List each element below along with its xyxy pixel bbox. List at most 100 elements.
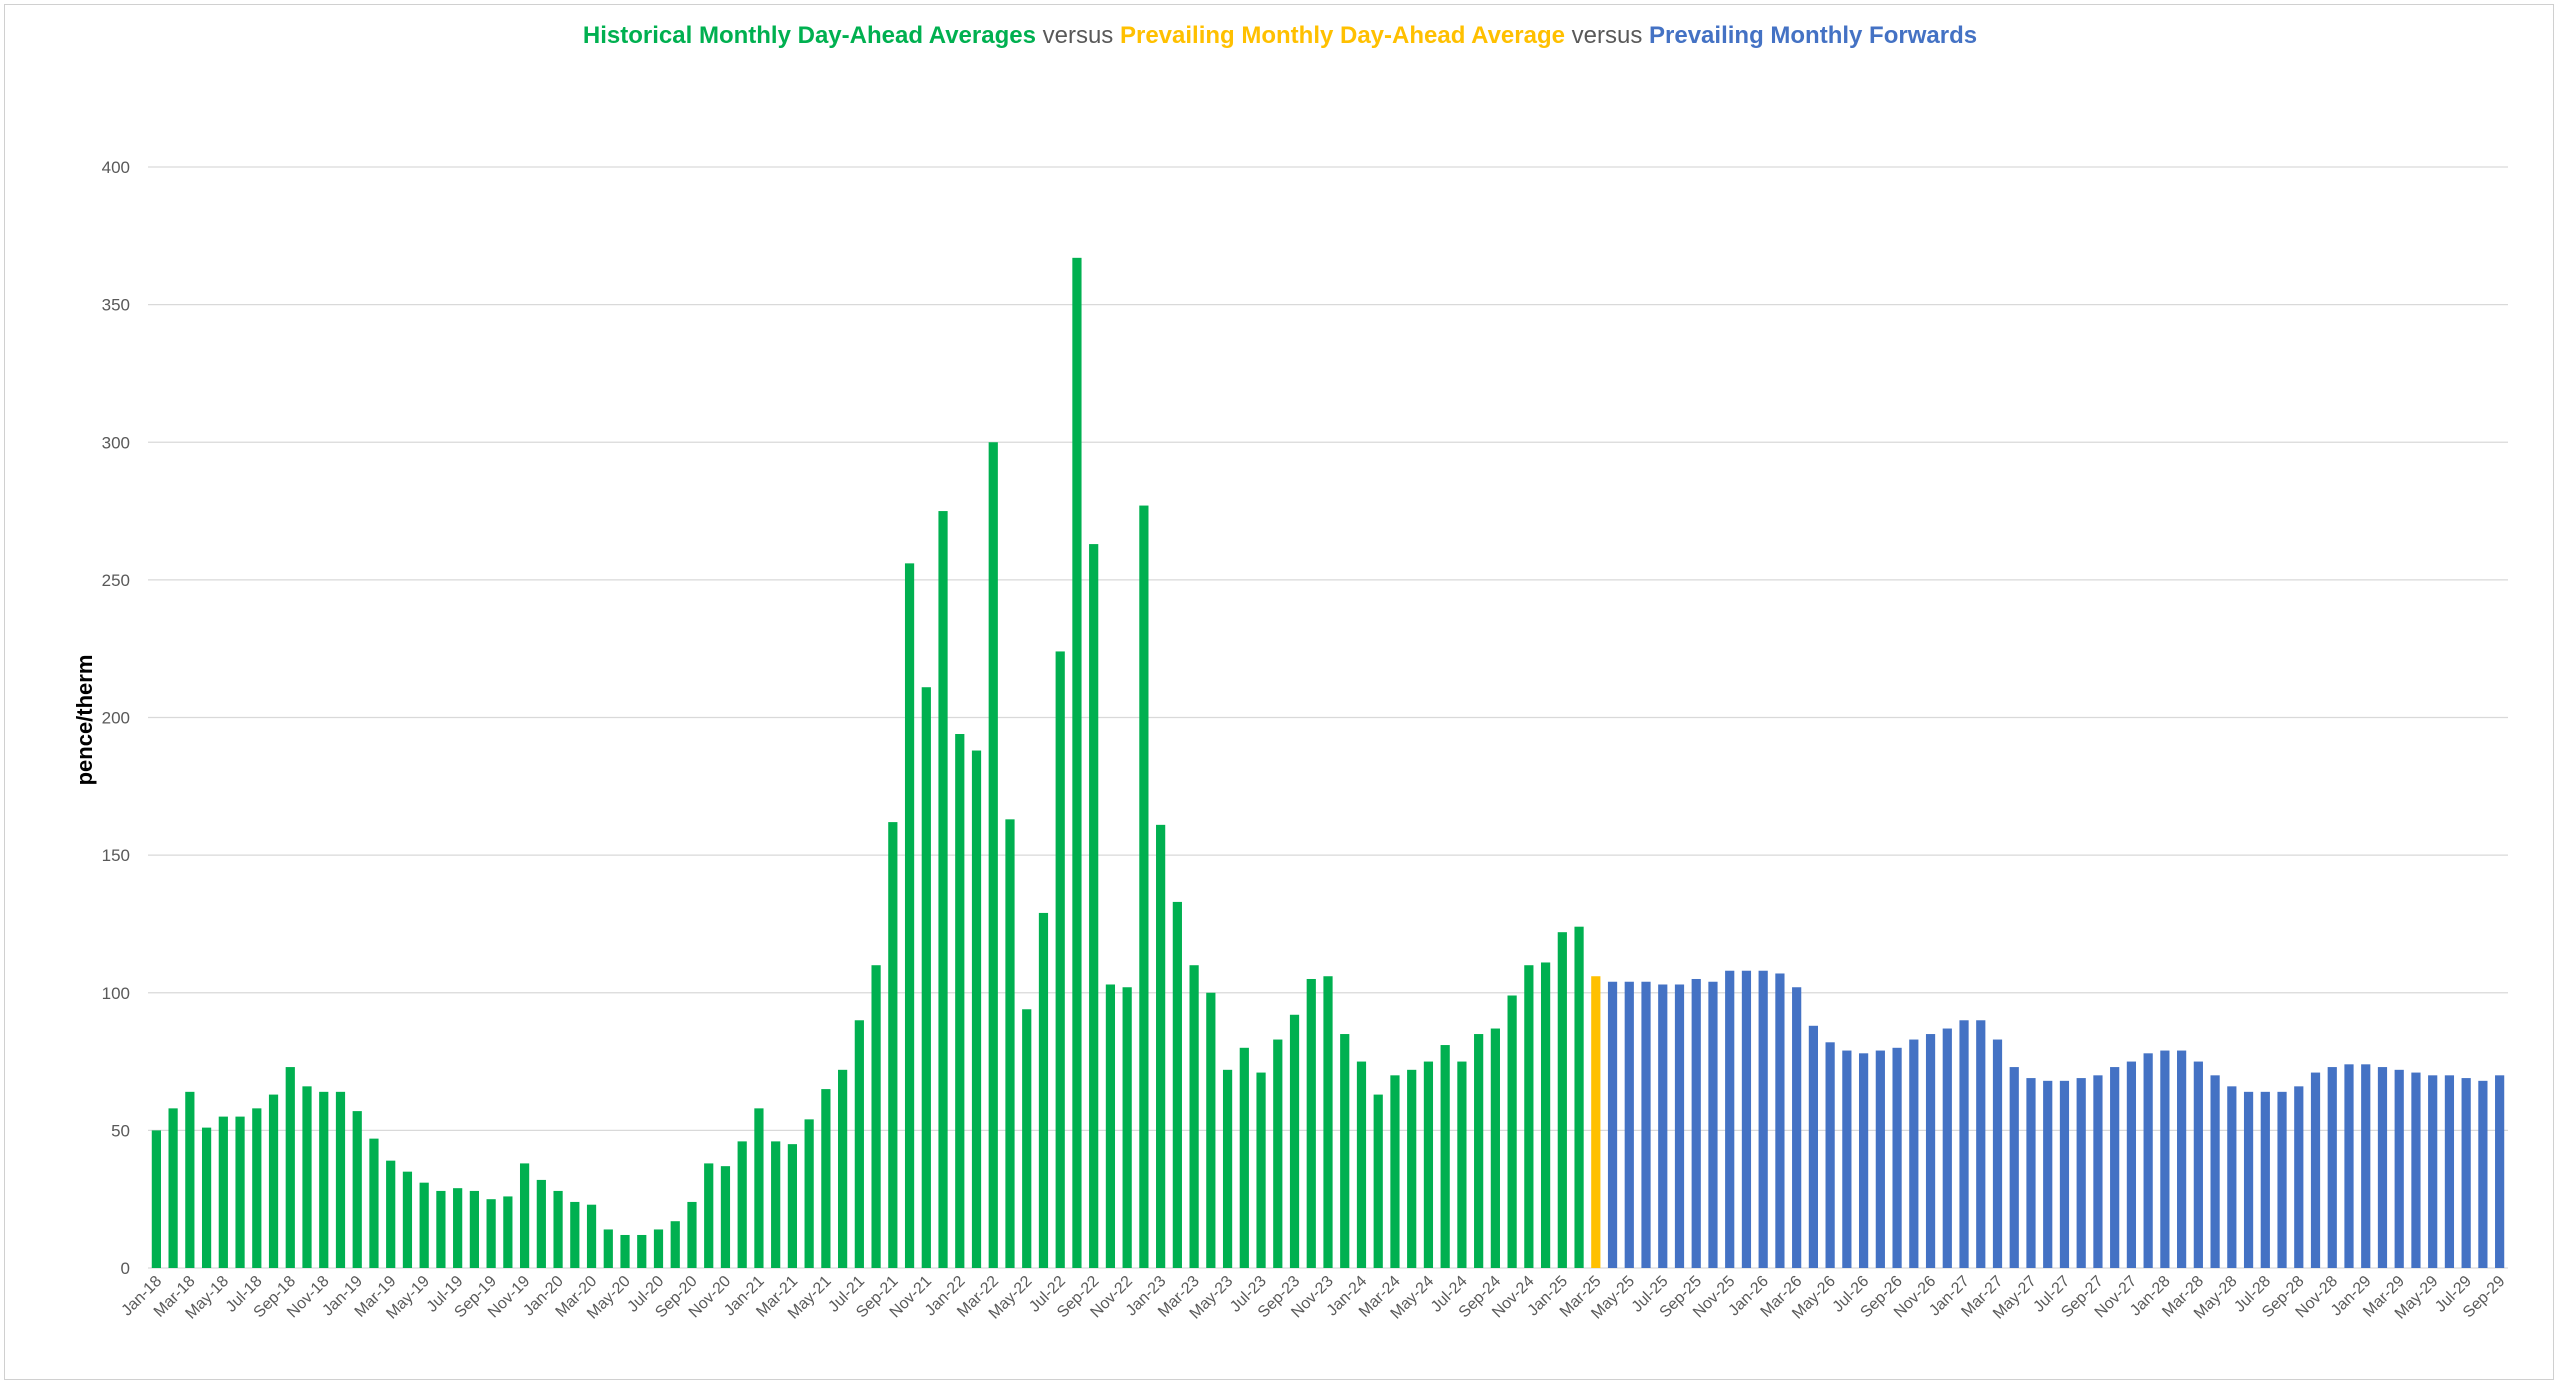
bar-forward <box>2394 1069 2404 1268</box>
y-tick-label: 350 <box>102 296 130 315</box>
y-tick-label: 400 <box>102 158 130 177</box>
bar-forward <box>1792 987 1802 1268</box>
bar-forward <box>2143 1053 2153 1268</box>
bar-forward <box>1658 984 1668 1268</box>
bar-historical <box>1323 976 1333 1268</box>
bar-forward <box>1641 981 1651 1268</box>
bar-forward <box>2411 1072 2421 1268</box>
bar-historical <box>419 1182 429 1268</box>
bar-forward <box>1992 1039 2003 1268</box>
bar-forward <box>2344 1064 2354 1268</box>
bar-historical <box>201 1127 212 1268</box>
bar-forward <box>2461 1078 2471 1268</box>
bar-historical <box>1156 824 1166 1268</box>
bar-forward <box>2260 1091 2270 1268</box>
bar-historical <box>168 1108 178 1268</box>
bar-historical <box>352 1111 362 1268</box>
bar-historical <box>1507 995 1517 1268</box>
bar-forward <box>2243 1091 2254 1268</box>
bar-historical <box>1373 1094 1383 1268</box>
bar-historical <box>218 1116 228 1268</box>
bar-historical <box>771 1141 781 1268</box>
bar-forward <box>1758 970 1768 1268</box>
bar-forward <box>2110 1067 2120 1268</box>
y-tick-label: 300 <box>102 433 130 452</box>
bar-historical <box>1423 1061 1434 1268</box>
bar-historical <box>620 1234 630 1268</box>
bar-forward <box>1624 981 1634 1268</box>
bar-forward <box>2444 1075 2455 1268</box>
bar-historical <box>1574 926 1584 1268</box>
bar-historical <box>1289 1014 1300 1268</box>
bar-forward <box>1808 1025 1818 1268</box>
bar-forward <box>1892 1047 1902 1268</box>
y-tick-label: 200 <box>102 709 130 728</box>
bar-historical <box>1474 1034 1484 1268</box>
bar-forward <box>2377 1067 2388 1268</box>
bar-forward <box>2126 1061 2137 1268</box>
y-tick-label: 0 <box>121 1259 130 1278</box>
bar-historical <box>603 1229 613 1268</box>
bar-historical <box>1306 978 1316 1268</box>
bar-historical <box>386 1160 396 1268</box>
bar-forward <box>2361 1064 2371 1268</box>
y-axis-ticks: 0 50 100 150 200 250 300 350 400 <box>102 158 130 1278</box>
bar-historical <box>436 1190 446 1268</box>
bar-forward <box>2043 1080 2053 1268</box>
bar-historical <box>888 822 898 1268</box>
bar-historical <box>235 1116 245 1268</box>
bar-historical <box>519 1163 530 1268</box>
bar-historical <box>1206 992 1216 1268</box>
bar-historical <box>1490 1028 1500 1268</box>
bar-historical <box>1256 1072 1266 1268</box>
bar-historical <box>971 750 982 1268</box>
bar-forward <box>2294 1086 2304 1268</box>
bar-historical <box>1122 987 1132 1268</box>
bar-historical <box>1239 1047 1249 1268</box>
bar-forward <box>1942 1028 1952 1268</box>
bar-historical <box>1222 1069 1233 1268</box>
bar-forward <box>2478 1080 2488 1268</box>
bar-historical <box>469 1190 479 1268</box>
bar-historical <box>1189 965 1199 1268</box>
bar-historical <box>335 1091 346 1268</box>
bar-historical <box>1524 965 1534 1268</box>
bar-forward <box>2076 1078 2086 1268</box>
bar-historical <box>1390 1075 1400 1268</box>
bar-historical <box>838 1069 848 1268</box>
bar-historical <box>252 1108 262 1268</box>
bar-historical <box>1022 1009 1032 1268</box>
bar-forward <box>2495 1075 2505 1268</box>
bar-forward <box>2193 1061 2203 1268</box>
bar-historical <box>503 1196 513 1268</box>
bar-forward <box>2093 1075 2103 1268</box>
title-prevailing: Prevailing Monthly Day-Ahead Average <box>1119 22 1565 49</box>
bar-historical <box>151 1130 161 1269</box>
bar-historical <box>369 1138 379 1268</box>
bar-historical <box>720 1166 731 1268</box>
bar-historical <box>871 965 881 1268</box>
bar-historical <box>955 734 965 1268</box>
bar-forward <box>2277 1091 2287 1268</box>
bar-forward <box>1674 984 1685 1268</box>
y-tick-label: 150 <box>102 846 130 865</box>
bar-forward <box>1959 1020 1969 1268</box>
title-versus-1: versus <box>1035 22 1120 49</box>
bar-historical <box>1139 505 1149 1268</box>
bar-forward <box>1708 981 1718 1268</box>
bar-forward <box>2059 1080 2070 1268</box>
bar-forward <box>2160 1050 2170 1268</box>
bar-historical <box>737 1141 747 1268</box>
bar-forward <box>1859 1053 1869 1268</box>
bar-historical <box>754 1108 764 1268</box>
bar-historical <box>1457 1061 1467 1268</box>
bar-historical <box>1072 257 1082 1269</box>
bar-historical <box>804 1119 814 1268</box>
bar-forward <box>1825 1042 1835 1268</box>
bar-forward <box>2177 1050 2187 1268</box>
bar-historical <box>1540 962 1551 1268</box>
bar-historical <box>1105 984 1116 1268</box>
bar-historical <box>185 1091 195 1268</box>
bar-historical <box>1407 1069 1417 1268</box>
